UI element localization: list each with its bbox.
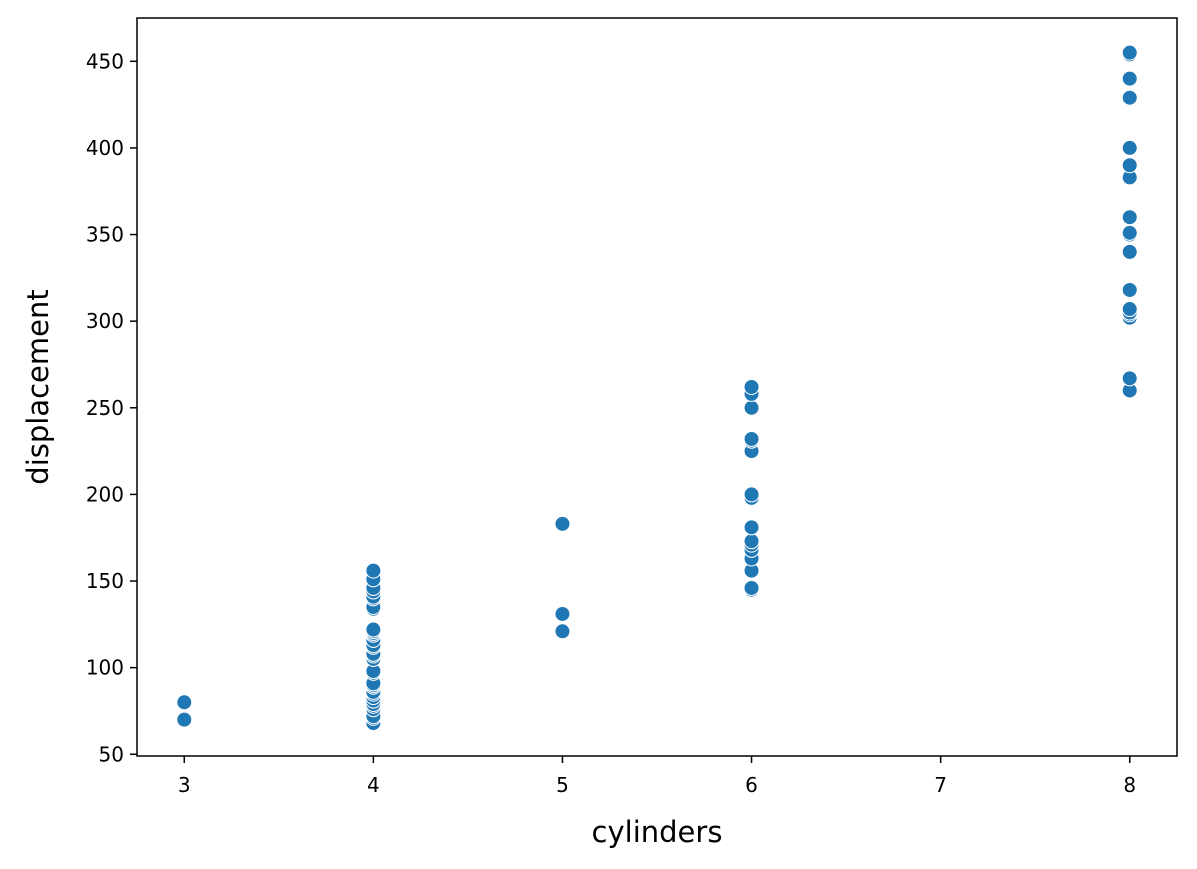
data-point	[176, 711, 193, 728]
x-axis-title: cylinders	[592, 815, 723, 849]
data-point	[743, 533, 760, 550]
x-tick-label: 4	[367, 773, 380, 797]
y-tick-label: 50	[99, 742, 124, 766]
data-point	[1121, 301, 1138, 318]
data-points	[176, 44, 1138, 732]
data-point	[743, 379, 760, 395]
data-point	[1121, 281, 1138, 298]
data-point	[1121, 89, 1138, 106]
data-point	[176, 694, 193, 711]
y-tick-label: 350	[86, 223, 124, 247]
x-tick-label: 3	[178, 773, 191, 797]
data-point	[743, 519, 760, 536]
y-axis-title: displacement	[21, 289, 55, 484]
x-tick-label: 6	[745, 773, 758, 797]
y-tick-label: 150	[86, 569, 124, 593]
data-point	[1121, 70, 1138, 87]
data-point	[743, 430, 760, 447]
y-tick-label: 100	[86, 656, 124, 680]
data-point	[1121, 44, 1138, 61]
data-point	[554, 623, 571, 640]
data-point	[743, 399, 760, 416]
x-tick-label: 7	[934, 773, 947, 797]
y-tick-label: 200	[86, 482, 124, 506]
data-point	[743, 579, 760, 596]
data-point	[743, 486, 760, 503]
data-point	[1121, 243, 1138, 260]
data-point	[1121, 370, 1138, 387]
data-point	[365, 621, 382, 638]
x-tick-label: 5	[556, 773, 569, 797]
x-tick-label: 8	[1123, 773, 1136, 797]
y-tick-label: 250	[86, 396, 124, 420]
y-tick-label: 450	[86, 49, 124, 73]
data-point	[554, 515, 571, 532]
data-point	[1121, 139, 1138, 156]
y-axis-ticks: 50 100 150 200 250 300 350 400 450	[86, 49, 137, 766]
data-point	[1121, 224, 1138, 241]
data-point	[1121, 209, 1138, 226]
y-tick-label: 300	[86, 309, 124, 333]
y-tick-label: 400	[86, 136, 124, 160]
data-point	[1121, 157, 1138, 174]
plot-frame	[136, 17, 1178, 757]
x-axis-ticks: 3 4 5 6 7 8	[178, 756, 1136, 797]
data-point	[365, 562, 382, 579]
data-point	[554, 605, 571, 622]
